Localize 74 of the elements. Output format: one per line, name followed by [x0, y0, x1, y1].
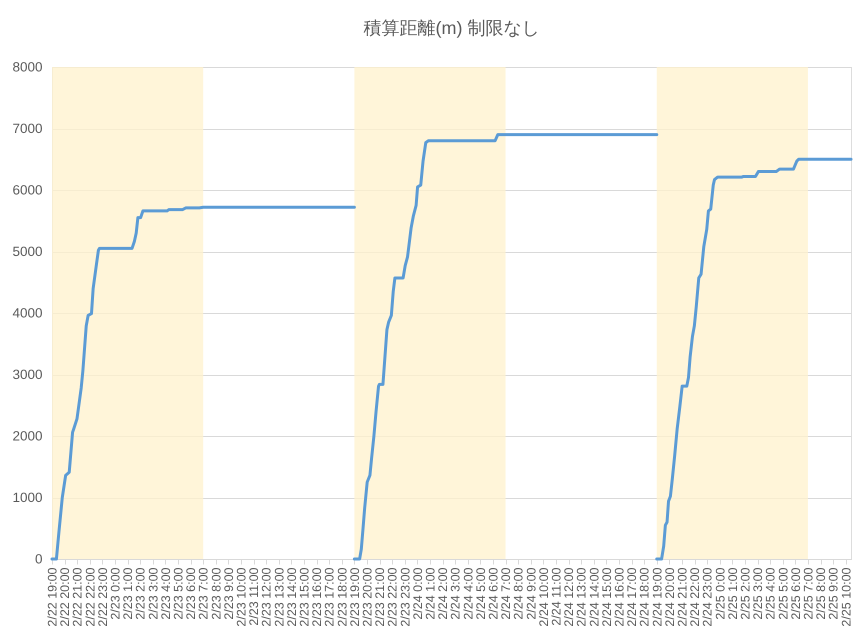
x-tick-label: 2/23 22:00 — [386, 567, 400, 627]
x-tick-label: 2/25 2:00 — [738, 567, 752, 620]
x-tick-label: 2/23 23:00 — [398, 567, 412, 627]
y-tick-label: 0 — [34, 552, 42, 566]
x-tick-label: 2/23 6:00 — [184, 567, 198, 620]
x-tick-label: 2/23 11:00 — [247, 567, 262, 626]
x-tick-label: 2/23 21:00 — [373, 567, 388, 627]
x-tick-label: 2/25 8:00 — [814, 567, 828, 620]
x-tick-label: 2/23 19:00 — [348, 567, 362, 627]
x-tick-label: 2/24 18:00 — [638, 567, 652, 627]
x-tick-label: 2/25 7:00 — [801, 567, 816, 620]
y-tick-label: 7000 — [12, 121, 42, 136]
x-tick-label: 2/25 3:00 — [751, 567, 766, 620]
x-tick-label: 2/23 12:00 — [260, 567, 274, 627]
x-tick-label: 2/24 23:00 — [700, 567, 715, 627]
x-tick-label: 2/22 19:00 — [46, 567, 60, 627]
x-tick-label: 2/23 3:00 — [146, 567, 160, 620]
x-tick-label: 2/23 18:00 — [335, 567, 350, 627]
x-tick-label: 2/23 16:00 — [310, 567, 324, 627]
y-tick-label: 6000 — [12, 182, 42, 198]
x-tick-label: 2/23 9:00 — [222, 567, 236, 620]
x-tick-label: 2/25 5:00 — [776, 567, 790, 620]
y-tick-label: 4000 — [12, 306, 42, 320]
x-tick-label: 2/23 14:00 — [284, 567, 299, 627]
x-tick-label: 2/24 13:00 — [574, 567, 589, 627]
x-tick-label: 2/25 0:00 — [713, 567, 728, 620]
x-tick-label: 2/24 4:00 — [461, 567, 476, 620]
x-tick-label: 2/23 10:00 — [234, 567, 248, 627]
x-tick-label: 2/24 1:00 — [423, 567, 438, 620]
x-tick-label: 2/23 17:00 — [322, 567, 337, 627]
x-tick-label: 2/24 5:00 — [474, 567, 488, 620]
x-tick-label: 2/24 12:00 — [562, 567, 576, 627]
x-tick-label: 2/24 6:00 — [486, 567, 500, 620]
x-tick-label: 2/24 0:00 — [410, 567, 425, 620]
x-tick-label: 2/24 7:00 — [499, 567, 514, 620]
x-tick-label: 2/25 10:00 — [839, 567, 854, 627]
x-tick-label: 2/24 3:00 — [448, 567, 463, 620]
x-tick-label: 2/22 20:00 — [58, 567, 72, 627]
x-tick-label: 2/24 22:00 — [688, 567, 702, 627]
y-tick-label: 3000 — [12, 367, 42, 382]
x-tick-label: 2/23 0:00 — [108, 567, 122, 620]
x-tick-label: 2/24 16:00 — [612, 567, 626, 627]
y-tick-label: 8000 — [12, 60, 42, 74]
x-tick-label: 2/23 5:00 — [171, 567, 186, 620]
x-tick-label: 2/24 11:00 — [549, 567, 564, 626]
x-tick-label: 2/23 15:00 — [297, 567, 312, 627]
x-tick-label: 2/24 9:00 — [524, 567, 538, 620]
x-tick-label: 2/24 10:00 — [536, 567, 551, 627]
y-tick-label: 2000 — [12, 428, 42, 444]
y-tick-label: 5000 — [12, 244, 42, 259]
x-tick-label: 2/23 20:00 — [360, 567, 374, 627]
x-tick-label: 2/23 13:00 — [272, 567, 286, 627]
x-tick-label: 2/24 20:00 — [662, 567, 677, 627]
chart-title: 積算距離(m) 制限なし — [364, 18, 540, 38]
y-tick-label: 1000 — [12, 490, 42, 505]
x-tick-label: 2/23 1:00 — [121, 567, 136, 620]
x-tick-label: 2/24 14:00 — [587, 567, 602, 627]
x-tick-label: 2/24 15:00 — [600, 567, 614, 627]
x-tick-label: 2/25 9:00 — [826, 567, 841, 620]
x-tick-label: 2/23 7:00 — [196, 567, 211, 620]
x-tick-label: 2/23 2:00 — [134, 567, 148, 620]
x-tick-label: 2/24 8:00 — [512, 567, 526, 620]
x-tick-label: 2/24 17:00 — [625, 567, 640, 627]
x-tick-label: 2/22 23:00 — [96, 567, 110, 627]
x-tick-label: 2/22 21:00 — [70, 567, 85, 627]
x-tick-label: 2/22 22:00 — [83, 567, 98, 627]
x-tick-label: 2/25 4:00 — [764, 567, 778, 620]
x-tick-label: 2/23 8:00 — [209, 567, 224, 620]
x-tick-label: 2/25 1:00 — [726, 567, 740, 620]
x-tick-label: 2/23 4:00 — [158, 567, 173, 620]
x-tick-label: 2/24 21:00 — [675, 567, 690, 627]
x-tick-label: 2/24 2:00 — [436, 567, 450, 620]
x-tick-label: 2/25 6:00 — [788, 567, 803, 620]
x-tick-label: 2/24 19:00 — [650, 567, 664, 627]
